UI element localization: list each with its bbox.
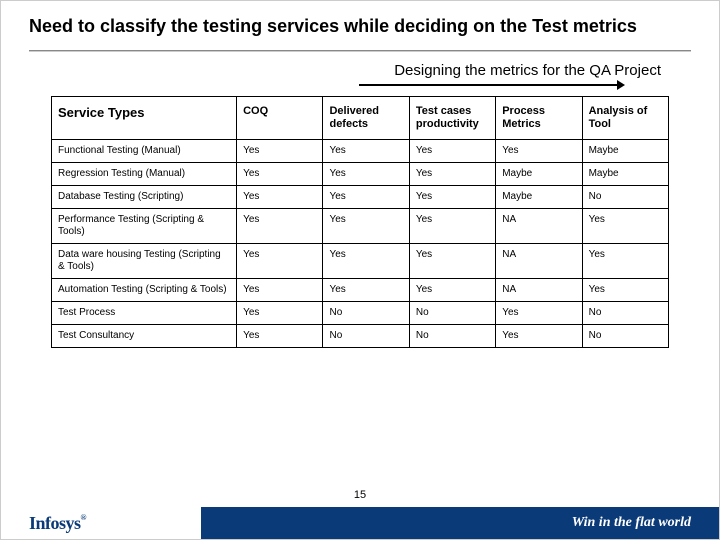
cell: Yes — [237, 324, 323, 347]
cell: Yes — [496, 139, 582, 162]
cell: Yes — [237, 278, 323, 301]
cell-service: Database Testing (Scripting) — [52, 185, 237, 208]
footer-bar: Infosys® Win in the flat world — [1, 507, 719, 539]
cell: Yes — [237, 243, 323, 278]
cell: Maybe — [582, 162, 668, 185]
cell: Yes — [323, 185, 409, 208]
subtitle: Designing the metrics for the QA Project — [394, 62, 669, 79]
cell: No — [323, 301, 409, 324]
cell: NA — [496, 278, 582, 301]
cell: Yes — [323, 208, 409, 243]
cell: NA — [496, 243, 582, 278]
metrics-table: Service Types COQ Delivered defects Test… — [51, 96, 669, 348]
cell: No — [582, 301, 668, 324]
cell: Yes — [237, 139, 323, 162]
table-row: Database Testing (Scripting) Yes Yes Yes… — [52, 185, 669, 208]
col-coq: COQ — [237, 96, 323, 139]
cell: Maybe — [496, 185, 582, 208]
cell: Yes — [409, 243, 495, 278]
slide-title: Need to classify the testing services wh… — [29, 15, 691, 38]
cell: Yes — [323, 162, 409, 185]
logo-text: Infosys — [29, 513, 81, 533]
footer-left: Infosys® — [1, 507, 201, 539]
cell-service: Test Process — [52, 301, 237, 324]
subtitle-block: Designing the metrics for the QA Project — [1, 62, 669, 80]
table-row: Functional Testing (Manual) Yes Yes Yes … — [52, 139, 669, 162]
col-test-cases-productivity: Test cases productivity — [409, 96, 495, 139]
cell: Maybe — [582, 139, 668, 162]
cell-service: Test Consultancy — [52, 324, 237, 347]
cell: Yes — [323, 139, 409, 162]
cell-service: Automation Testing (Scripting & Tools) — [52, 278, 237, 301]
col-analysis-of-tool: Analysis of Tool — [582, 96, 668, 139]
logo-mark: ® — [81, 513, 86, 522]
table-row: Performance Testing (Scripting & Tools) … — [52, 208, 669, 243]
cell: Yes — [409, 278, 495, 301]
metrics-table-wrap: Service Types COQ Delivered defects Test… — [51, 96, 669, 348]
cell: Yes — [582, 208, 668, 243]
footer-right: Win in the flat world — [201, 507, 719, 539]
cell: Yes — [409, 208, 495, 243]
col-delivered-defects: Delivered defects — [323, 96, 409, 139]
cell: Yes — [496, 301, 582, 324]
cell: Yes — [409, 162, 495, 185]
slide: Need to classify the testing services wh… — [0, 0, 720, 540]
cell: Yes — [496, 324, 582, 347]
cell: Yes — [409, 139, 495, 162]
cell: Yes — [323, 278, 409, 301]
cell: NA — [496, 208, 582, 243]
title-block: Need to classify the testing services wh… — [1, 1, 719, 44]
cell-service: Data ware housing Testing (Scripting & T… — [52, 243, 237, 278]
cell: Yes — [237, 162, 323, 185]
table-row: Data ware housing Testing (Scripting & T… — [52, 243, 669, 278]
tagline: Win in the flat world — [572, 515, 691, 531]
cell-service: Performance Testing (Scripting & Tools) — [52, 208, 237, 243]
cell: Yes — [582, 278, 668, 301]
cell: No — [323, 324, 409, 347]
logo: Infosys® — [29, 513, 86, 534]
title-underline — [29, 50, 691, 52]
table-header-row: Service Types COQ Delivered defects Test… — [52, 96, 669, 139]
table-row: Test Process Yes No No Yes No — [52, 301, 669, 324]
table-row: Automation Testing (Scripting & Tools) Y… — [52, 278, 669, 301]
table-row: Test Consultancy Yes No No Yes No — [52, 324, 669, 347]
page-number: 15 — [1, 489, 719, 501]
cell: Yes — [582, 243, 668, 278]
table-body: Functional Testing (Manual) Yes Yes Yes … — [52, 139, 669, 347]
cell: Yes — [237, 301, 323, 324]
col-service-types: Service Types — [52, 96, 237, 139]
cell: Yes — [237, 185, 323, 208]
cell: No — [582, 324, 668, 347]
cell-service: Regression Testing (Manual) — [52, 162, 237, 185]
arrow-line — [359, 84, 619, 86]
cell: Yes — [237, 208, 323, 243]
table-row: Regression Testing (Manual) Yes Yes Yes … — [52, 162, 669, 185]
cell: Maybe — [496, 162, 582, 185]
cell: Yes — [409, 185, 495, 208]
cell: No — [409, 324, 495, 347]
cell-service: Functional Testing (Manual) — [52, 139, 237, 162]
cell: No — [409, 301, 495, 324]
cell: Yes — [323, 243, 409, 278]
cell: No — [582, 185, 668, 208]
arrow-head-icon — [617, 80, 625, 90]
col-process-metrics: Process Metrics — [496, 96, 582, 139]
